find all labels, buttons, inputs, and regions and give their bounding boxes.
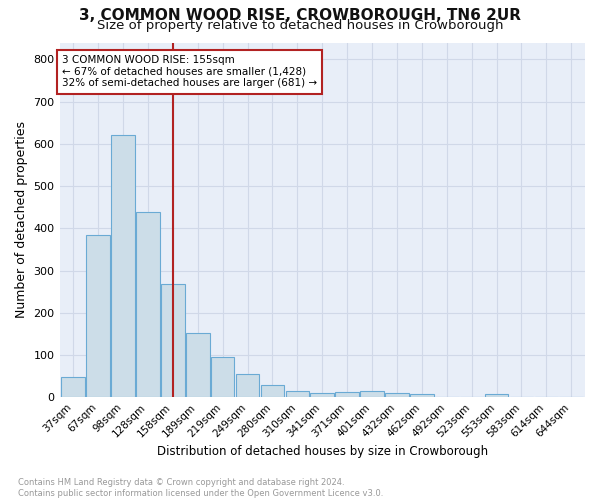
Bar: [286, 391, 309, 397]
Text: 3 COMMON WOOD RISE: 155sqm
← 67% of detached houses are smaller (1,428)
32% of s: 3 COMMON WOOD RISE: 155sqm ← 67% of deta…: [62, 55, 317, 88]
Text: Contains HM Land Registry data © Crown copyright and database right 2024.
Contai: Contains HM Land Registry data © Crown c…: [18, 478, 383, 498]
Bar: [410, 394, 434, 397]
Text: Size of property relative to detached houses in Crowborough: Size of property relative to detached ho…: [97, 19, 503, 32]
Bar: [485, 394, 508, 397]
Bar: [86, 236, 110, 397]
X-axis label: Distribution of detached houses by size in Crowborough: Distribution of detached houses by size …: [157, 444, 488, 458]
Bar: [186, 332, 209, 397]
Bar: [260, 384, 284, 397]
Bar: [161, 284, 185, 397]
Bar: [310, 394, 334, 397]
Bar: [61, 378, 85, 397]
Y-axis label: Number of detached properties: Number of detached properties: [15, 122, 28, 318]
Bar: [335, 392, 359, 397]
Bar: [111, 134, 135, 397]
Text: 3, COMMON WOOD RISE, CROWBOROUGH, TN6 2UR: 3, COMMON WOOD RISE, CROWBOROUGH, TN6 2U…: [79, 8, 521, 22]
Bar: [211, 357, 235, 397]
Bar: [136, 212, 160, 397]
Bar: [236, 374, 259, 397]
Bar: [360, 392, 384, 397]
Bar: [385, 392, 409, 397]
